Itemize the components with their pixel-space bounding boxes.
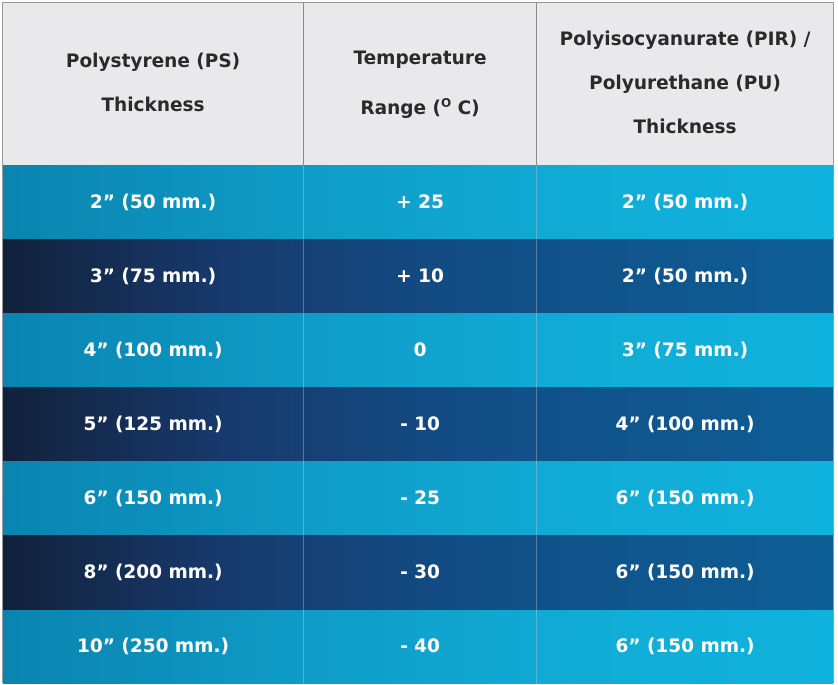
table-row: 10” (250 mm.) - 40 6” (150 mm.) (3, 609, 833, 684)
header-line: Polyisocyanurate (PIR) / (559, 29, 811, 50)
table-cell: 3” (75 mm.) (3, 239, 304, 314)
table-cell: 2” (50 mm.) (621, 191, 749, 213)
table-cell: 4” (100 mm.) (615, 413, 755, 435)
header-line: Polystyrene (PS) (65, 51, 241, 72)
table-cell: - 10 (304, 387, 537, 462)
header-line: Temperature (353, 47, 487, 69)
table-cell: 6” (150 mm.) (3, 461, 304, 536)
table-cell: 6” (150 mm.) (615, 487, 755, 509)
table-cell: 5” (125 mm.) (3, 387, 304, 462)
header-line: Thickness (101, 95, 205, 116)
table-row: 2” (50 mm.) + 25 2” (50 mm.) (3, 165, 833, 240)
table-row: 8” (200 mm.) - 30 6” (150 mm.) (3, 535, 833, 610)
table-cell: - 40 (304, 609, 537, 684)
header-line: Thickness (633, 117, 737, 138)
header-text: C) (451, 98, 480, 120)
table-row: 3” (75 mm.) + 10 2” (50 mm.) (3, 239, 833, 314)
table-cell: 8” (200 mm.) (3, 535, 304, 610)
table-cell: 4” (100 mm.) (3, 313, 304, 388)
table-cell: + 10 (304, 239, 537, 314)
table-cell: - 25 (304, 461, 537, 536)
header-cell: Polyisocyanurate (PIR) / Polyurethane (PU… (537, 3, 833, 165)
table-row: 4” (100 mm.) 0 3” (75 mm.) (3, 313, 833, 388)
superscript: O (440, 95, 452, 110)
header-line: Range (O C) (360, 81, 479, 131)
table-cell: 2” (50 mm.) (621, 265, 749, 287)
header-cell: Temperature Range (O C) (304, 3, 537, 165)
table-row: 5” (125 mm.) - 10 4” (100 mm.) (3, 387, 833, 462)
table-cell: - 30 (304, 535, 537, 610)
table-cell: + 25 (304, 165, 537, 240)
header-text: Range ( (360, 98, 441, 120)
table-cell: 2” (50 mm.) (3, 165, 304, 240)
table-cell: 6” (150 mm.) (615, 562, 755, 584)
table-cell: 6” (150 mm.) (615, 636, 755, 658)
header-row: Polystyrene (PS) Thickness Temperature Rang… (3, 3, 833, 165)
header-cell: Polystyrene (PS) Thickness (3, 3, 304, 165)
table-cell: 3” (75 mm.) (621, 339, 749, 361)
table-cell: 10” (250 mm.) (3, 609, 304, 684)
header-line: Polyurethane (PU) (589, 73, 781, 94)
table-row: 6” (150 mm.) - 25 6” (150 mm.) (3, 461, 833, 536)
table-cell: 0 (304, 313, 537, 388)
